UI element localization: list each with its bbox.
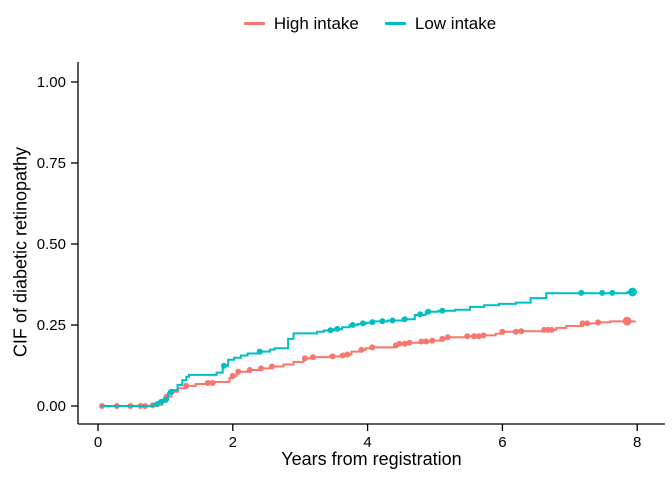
high-intake-censor-mark xyxy=(258,365,265,372)
low-intake-censor-mark xyxy=(369,319,376,326)
high-intake-censor-mark xyxy=(229,372,236,379)
high-intake-censor-mark xyxy=(579,320,586,327)
high-intake-censor-mark xyxy=(369,344,376,351)
high-intake-censor-mark xyxy=(396,340,403,347)
high-intake-censor-mark xyxy=(548,326,555,333)
high-intake-censor-mark xyxy=(595,319,602,326)
high-intake-censor-mark xyxy=(512,328,519,335)
high-intake-censor-mark xyxy=(406,339,413,346)
y-tick-label: 1.00 xyxy=(37,74,66,91)
x-tick-label: 6 xyxy=(498,434,506,451)
low-intake-censor-mark xyxy=(439,307,446,314)
low-intake-censor-mark xyxy=(162,396,169,403)
high-intake-censor-mark xyxy=(480,332,487,339)
low-intake-censor-mark xyxy=(256,348,263,355)
high-intake-censor-mark xyxy=(329,353,336,360)
legend-item-high-intake: High intake xyxy=(243,14,359,33)
low-intake-censor-mark xyxy=(389,317,396,324)
low-intake-censor-mark xyxy=(359,320,366,327)
x-tick-label: 4 xyxy=(363,434,371,451)
high-intake-censor-mark xyxy=(401,340,408,347)
x-axis-title: Years from registration xyxy=(281,449,462,469)
x-tick-label: 0 xyxy=(94,434,102,451)
low-intake-curve xyxy=(101,291,637,407)
low-intake-censor-mark xyxy=(349,322,356,328)
y-tick-label: 0.00 xyxy=(37,398,66,415)
high-intake-end-mark xyxy=(622,316,632,326)
low-intake-censor-mark xyxy=(221,362,227,369)
legend-key-low-intake-line xyxy=(384,22,406,25)
high-intake-censor-mark xyxy=(246,367,253,373)
high-intake-censor-mark xyxy=(471,333,478,340)
high-intake-censor-mark xyxy=(429,337,436,344)
low-intake-censor-mark xyxy=(417,311,424,318)
x-tick-label: 2 xyxy=(229,434,237,451)
high-intake-censor-mark xyxy=(464,333,471,340)
high-intake-censor-mark xyxy=(418,338,425,345)
low-intake-censor-mark xyxy=(167,389,174,396)
y-tick-label: 0.50 xyxy=(37,236,66,253)
high-intake-censor-mark xyxy=(183,382,190,389)
legend-label-high-intake: High intake xyxy=(273,14,359,33)
legend-label-low-intake: Low intake xyxy=(414,14,497,33)
low-intake-end-mark xyxy=(628,287,637,297)
high-intake-censor-mark xyxy=(499,328,506,335)
low-intake-censor-mark xyxy=(609,289,616,296)
high-intake-censor-mark xyxy=(439,335,446,342)
low-intake-censor-mark xyxy=(599,289,606,296)
high-intake-censor-mark xyxy=(204,380,211,386)
y-tick-label: 0.25 xyxy=(37,317,66,334)
high-intake-censor-mark xyxy=(518,328,525,335)
y-axis-title: CIF of diabetic retinopathy xyxy=(10,146,31,358)
high-intake-censor-mark xyxy=(209,380,216,386)
low-intake-censor-mark xyxy=(327,327,334,334)
high-intake-censor-mark xyxy=(475,333,482,340)
legend-item-low-intake: Low intake xyxy=(384,14,497,33)
x-tick-label: 8 xyxy=(633,434,641,451)
low-intake-censor-mark xyxy=(334,325,341,332)
high-intake-censor-mark xyxy=(444,334,451,341)
legend: High intake Low intake xyxy=(34,15,672,32)
legend-key-high-intake-line xyxy=(243,22,265,25)
low-intake-censor-mark xyxy=(425,308,432,315)
low-intake-censor-mark xyxy=(401,316,408,323)
high-intake-censor-mark xyxy=(344,351,351,358)
high-intake-censor-mark xyxy=(310,354,316,361)
low-intake-censor-mark xyxy=(379,318,386,325)
high-intake-censor-mark xyxy=(423,338,430,345)
high-intake-censor-mark xyxy=(584,320,591,327)
high-intake-censor-mark xyxy=(301,355,308,362)
high-intake-curve xyxy=(101,320,637,407)
high-intake-censor-mark xyxy=(235,368,242,375)
y-tick-label: 0.75 xyxy=(37,155,66,172)
high-intake-censor-mark xyxy=(358,346,365,353)
high-intake-censor-mark xyxy=(339,352,346,359)
low-intake-censor-mark xyxy=(578,289,585,296)
high-intake-censor-mark xyxy=(268,363,275,370)
